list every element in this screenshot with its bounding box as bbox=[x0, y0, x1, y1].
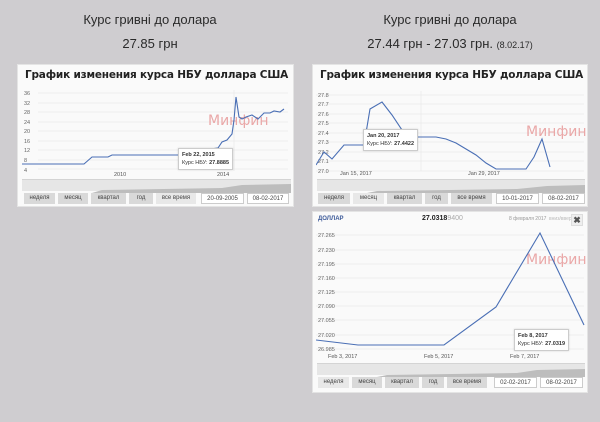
range-buttons: неделя месяц квартал год все время bbox=[318, 193, 492, 204]
range-buttons: неделя месяц квартал год все время bbox=[24, 193, 196, 204]
range-quarter-button[interactable]: квартал bbox=[385, 377, 419, 388]
svg-text:27.020: 27.020 bbox=[318, 333, 335, 339]
date-to-input[interactable]: 08-02-2017 bbox=[542, 193, 585, 204]
close-icon[interactable]: ✖ bbox=[571, 214, 583, 226]
svg-text:Минфин: Минфин bbox=[526, 252, 586, 268]
range-year-button[interactable]: год bbox=[129, 193, 153, 204]
svg-text:Минфин: Минфин bbox=[208, 113, 269, 129]
currency-label: ДОЛЛАР bbox=[318, 216, 344, 222]
date-to-input[interactable]: 08-02-2017 bbox=[247, 193, 289, 204]
svg-text:27.6: 27.6 bbox=[318, 112, 329, 118]
svg-text:27.125: 27.125 bbox=[318, 290, 335, 296]
svg-text:12: 12 bbox=[24, 148, 30, 154]
svg-text:2010: 2010 bbox=[114, 172, 126, 176]
range-week-button[interactable]: неделя bbox=[318, 377, 349, 388]
svg-text:Feb 3, 2017: Feb 3, 2017 bbox=[328, 354, 357, 360]
svg-text:4: 4 bbox=[24, 168, 27, 174]
left-chart-panel: График изменения курса НБУ доллара США 3… bbox=[17, 64, 294, 207]
left-heading: Курс гривні до долара bbox=[83, 12, 217, 27]
range-month-button[interactable]: месяц bbox=[352, 377, 382, 388]
left-rate-value: 27.85 грн bbox=[122, 36, 178, 51]
svg-text:32: 32 bbox=[24, 101, 30, 107]
svg-text:8: 8 bbox=[24, 158, 27, 164]
range-all-button[interactable]: все время bbox=[451, 193, 492, 204]
svg-text:27.5: 27.5 bbox=[318, 121, 329, 127]
svg-text:16: 16 bbox=[24, 139, 30, 145]
date-from-input[interactable]: 20-09-2005 bbox=[201, 193, 244, 204]
svg-text:26.985: 26.985 bbox=[318, 347, 335, 353]
rate-date: 8 февраля 2017 bbox=[509, 216, 547, 222]
left-line-chart[interactable]: 36 32 28 24 20 16 12 8 4 Минфин 2010 2014 bbox=[22, 85, 290, 176]
chart-tooltip: Jan 20, 2017 Курс НБУ: 27.4422 bbox=[363, 129, 419, 151]
svg-text:Jan 29, 2017: Jan 29, 2017 bbox=[468, 171, 500, 176]
svg-text:27.160: 27.160 bbox=[318, 276, 335, 282]
range-all-button[interactable]: все время bbox=[447, 377, 487, 388]
chart-title: График изменения курса НБУ доллара США bbox=[25, 69, 289, 81]
svg-text:27.090: 27.090 bbox=[318, 304, 335, 310]
chart-title: График изменения курса НБУ доллара США bbox=[320, 69, 584, 81]
range-quarter-button[interactable]: квартал bbox=[387, 193, 422, 204]
svg-text:27.265: 27.265 bbox=[318, 233, 335, 239]
chart-tooltip: Feb 8, 2017 Курс НБУ: 27.0319 bbox=[514, 329, 570, 351]
range-buttons: неделя месяц квартал год все время bbox=[318, 377, 487, 388]
right-top-line-chart[interactable]: 27.8 27.7 27.6 27.5 27.4 27.3 27.2 27.1 27.0 М… bbox=[316, 85, 586, 176]
range-navigator[interactable] bbox=[22, 179, 291, 193]
trend-label: вниз/вверх bbox=[549, 216, 575, 222]
right-top-chart-panel: График изменения курса НБУ доллара США 2… bbox=[312, 64, 588, 207]
svg-text:36: 36 bbox=[24, 91, 30, 97]
svg-text:27.4: 27.4 bbox=[318, 131, 329, 137]
svg-text:Jan 15, 2017: Jan 15, 2017 bbox=[340, 171, 372, 176]
svg-text:27.0: 27.0 bbox=[318, 169, 329, 175]
svg-text:24: 24 bbox=[24, 120, 30, 126]
date-from-input[interactable]: 10-01-2017 bbox=[496, 193, 539, 204]
range-navigator[interactable] bbox=[317, 363, 585, 377]
range-quarter-button[interactable]: квартал bbox=[91, 193, 126, 204]
svg-text:27.3: 27.3 bbox=[318, 140, 329, 146]
svg-text:20: 20 bbox=[24, 129, 30, 135]
right-rate-value: 27.44 грн - 27.03 грн. (8.02.17) bbox=[367, 36, 533, 51]
range-week-button[interactable]: неделя bbox=[318, 193, 350, 204]
svg-text:27.7: 27.7 bbox=[318, 102, 329, 108]
svg-text:27.055: 27.055 bbox=[318, 318, 335, 324]
date-from-input[interactable]: 02-02-2017 bbox=[494, 377, 537, 388]
range-week-button[interactable]: неделя bbox=[24, 193, 55, 204]
range-all-button[interactable]: все время bbox=[156, 193, 196, 204]
svg-text:Feb 5, 2017: Feb 5, 2017 bbox=[424, 354, 453, 360]
svg-text:27.195: 27.195 bbox=[318, 262, 335, 268]
svg-text:27.8: 27.8 bbox=[318, 93, 329, 99]
range-month-button[interactable]: месяц bbox=[353, 193, 384, 204]
current-rate: 27.03189400 bbox=[422, 215, 463, 222]
chart-tooltip: Feb 22, 2015 Курс НБУ: 27.8885 bbox=[178, 148, 234, 170]
svg-text:Feb 7, 2017: Feb 7, 2017 bbox=[510, 354, 539, 360]
range-year-button[interactable]: год bbox=[422, 377, 444, 388]
date-to-input[interactable]: 08-02-2017 bbox=[540, 377, 583, 388]
svg-text:28: 28 bbox=[24, 110, 30, 116]
svg-text:27.230: 27.230 bbox=[318, 248, 335, 254]
svg-text:2014: 2014 bbox=[217, 172, 229, 176]
right-bottom-chart-panel: ДОЛЛАР 27.03189400 8 февраля 2017 вниз/в… bbox=[312, 211, 588, 393]
range-month-button[interactable]: месяц bbox=[58, 193, 88, 204]
range-year-button[interactable]: год bbox=[425, 193, 448, 204]
svg-text:Минфин: Минфин bbox=[526, 124, 586, 140]
right-heading: Курс гривні до долара bbox=[383, 12, 517, 27]
range-navigator[interactable] bbox=[317, 179, 585, 193]
svg-text:27.1: 27.1 bbox=[318, 159, 329, 165]
